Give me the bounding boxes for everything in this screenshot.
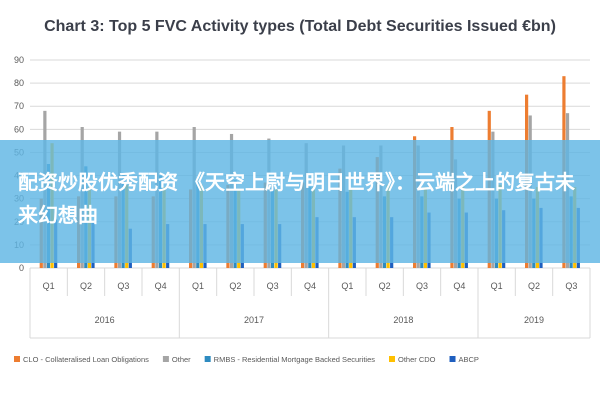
- year-label: 2019: [524, 315, 544, 325]
- y-tick-label: 80: [14, 78, 24, 88]
- chart-title: Chart 3: Top 5 FVC Activity types (Total…: [44, 18, 556, 35]
- x-tick-label: Q1: [43, 281, 55, 291]
- legend-label: RMBS - Residential Mortgage Backed Secur…: [214, 355, 376, 364]
- legend-swatch: [14, 356, 20, 362]
- legend-label: CLO - Collateralised Loan Obligations: [23, 355, 149, 364]
- legend-label: Other CDO: [398, 355, 436, 364]
- x-tick-label: Q1: [491, 281, 503, 291]
- x-tick-label: Q4: [453, 281, 465, 291]
- year-label: 2018: [393, 315, 413, 325]
- legend-swatch: [204, 356, 211, 362]
- x-tick-label: Q2: [229, 281, 241, 291]
- year-label: 2017: [244, 315, 264, 325]
- x-tick-label: Q2: [379, 281, 391, 291]
- legend-label: Other: [172, 355, 191, 364]
- x-tick-label: Q3: [267, 281, 279, 291]
- y-tick-label: 0: [19, 263, 24, 273]
- y-tick-label: 60: [14, 124, 24, 134]
- x-tick-label: Q3: [416, 281, 428, 291]
- x-tick-label: Q3: [117, 281, 129, 291]
- x-tick-label: Q2: [80, 281, 92, 291]
- y-tick-label: 70: [14, 101, 24, 111]
- x-tick-label: Q4: [155, 281, 167, 291]
- legend-swatch: [162, 356, 169, 362]
- x-tick-label: Q1: [192, 281, 204, 291]
- overlay-banner-text: 配资炒股优秀配资 《天空上尉与明日世界》：云端之上的复古未来幻想曲: [18, 170, 575, 227]
- year-label: 2016: [95, 315, 115, 325]
- x-tick-label: Q3: [565, 281, 577, 291]
- x-tick-label: Q4: [304, 281, 316, 291]
- x-tick-label: Q2: [528, 281, 540, 291]
- legend-label: ABCP: [459, 355, 479, 364]
- x-tick-label: Q1: [341, 281, 353, 291]
- legend-swatch: [449, 356, 456, 362]
- legend-swatch: [389, 356, 395, 362]
- y-tick-label: 90: [14, 55, 24, 65]
- overlay-banner: [0, 140, 600, 263]
